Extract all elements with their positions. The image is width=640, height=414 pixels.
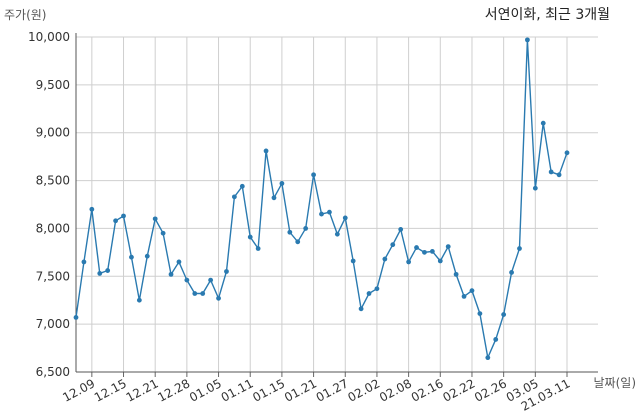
y-tick-label: 8,000	[36, 221, 70, 235]
data-point	[200, 291, 206, 296]
data-point	[105, 268, 111, 273]
data-point	[493, 337, 499, 342]
data-point	[485, 355, 491, 361]
x-axis-label: 날짜(일)	[593, 376, 636, 390]
chart-title: 서연이화, 최근 3개월	[484, 7, 610, 23]
data-point	[350, 258, 356, 264]
data-point	[453, 271, 459, 277]
data-point	[113, 218, 118, 224]
grid	[76, 36, 598, 373]
y-tick-label: 9,500	[36, 78, 70, 92]
data-point	[390, 242, 396, 248]
data-point	[374, 286, 380, 292]
y-tick-label: 10,000	[28, 30, 70, 44]
x-tick-labels: 12.0912.1512.2112.2801.0501.1101.1501.21…	[60, 376, 572, 413]
data-point	[477, 311, 483, 317]
data-point	[136, 297, 142, 303]
data-point	[469, 288, 475, 294]
data-point	[129, 254, 134, 260]
data-point	[445, 244, 451, 250]
data-point	[81, 259, 87, 265]
y-tick-label: 8,500	[36, 174, 70, 188]
data-point	[152, 216, 158, 222]
x-tick-label: 02.16	[409, 376, 446, 404]
data-point	[216, 295, 221, 301]
data-point	[429, 249, 435, 254]
data-point	[176, 259, 182, 265]
data-point	[184, 277, 190, 283]
data-point	[168, 271, 174, 277]
data-point	[548, 169, 554, 175]
x-tick-label: 01.11	[219, 376, 256, 404]
data-point	[461, 293, 467, 299]
y-axis-label: 주가(원)	[4, 8, 47, 22]
y-tick-labels: 6,500 7,000 7,500 8,000 8,500 9,000 9,500 10,00…	[28, 30, 70, 379]
data-point	[208, 277, 214, 283]
data-point	[406, 259, 412, 265]
data-point	[160, 230, 166, 236]
y-tick-label: 7,000	[36, 317, 70, 331]
y-tick-label: 7,500	[36, 269, 70, 283]
x-tick-label: 02.08	[377, 376, 414, 404]
data-point	[437, 258, 443, 264]
x-tick-label: 12.21	[124, 376, 161, 404]
data-point	[239, 183, 245, 189]
data-point	[121, 213, 126, 219]
data-point	[366, 291, 372, 296]
data-point	[224, 269, 229, 274]
x-tick-label: 02.22	[440, 376, 477, 404]
x-tick-label: 12.15	[92, 376, 129, 404]
y-tick-label: 9,000	[36, 126, 70, 140]
x-tick-label: 02.26	[472, 376, 509, 404]
x-tick-label: 01.27	[314, 376, 351, 404]
data-point	[532, 185, 538, 191]
data-point	[334, 231, 340, 237]
data-point	[509, 270, 514, 275]
data-point	[247, 234, 253, 240]
data-point	[382, 256, 388, 262]
x-tick-label: 12.09	[60, 376, 97, 404]
data-point	[303, 226, 309, 231]
data-point	[414, 245, 419, 250]
data-point	[97, 271, 103, 276]
data-point	[342, 215, 348, 221]
x-tick-label: 02.02	[345, 376, 382, 404]
x-tick-label: 01.15	[250, 376, 287, 404]
data-points	[73, 37, 570, 361]
x-tick-label: 01.21	[282, 376, 319, 404]
data-point	[255, 246, 261, 251]
data-point	[525, 37, 530, 43]
data-point	[192, 291, 198, 296]
data-point	[517, 246, 522, 251]
data-point	[271, 195, 277, 201]
data-point	[73, 315, 79, 320]
data-point	[422, 249, 427, 255]
data-point	[501, 312, 507, 317]
data-point	[358, 306, 364, 312]
data-point	[279, 181, 285, 186]
x-tick-label: 01.05	[187, 376, 224, 404]
series-line	[75, 39, 568, 361]
x-tick-label: 12.28	[155, 376, 192, 404]
data-point	[295, 239, 301, 245]
data-point	[564, 150, 570, 156]
data-point	[231, 194, 237, 200]
data-point	[311, 172, 316, 178]
data-point	[398, 226, 404, 232]
y-tick-label: 6,500	[36, 365, 70, 379]
data-point	[89, 206, 95, 212]
data-point	[327, 209, 332, 215]
data-point	[319, 211, 324, 217]
data-point	[287, 229, 293, 235]
data-point	[556, 172, 562, 178]
data-point	[144, 253, 150, 259]
data-point	[263, 148, 269, 154]
data-point	[540, 120, 546, 126]
